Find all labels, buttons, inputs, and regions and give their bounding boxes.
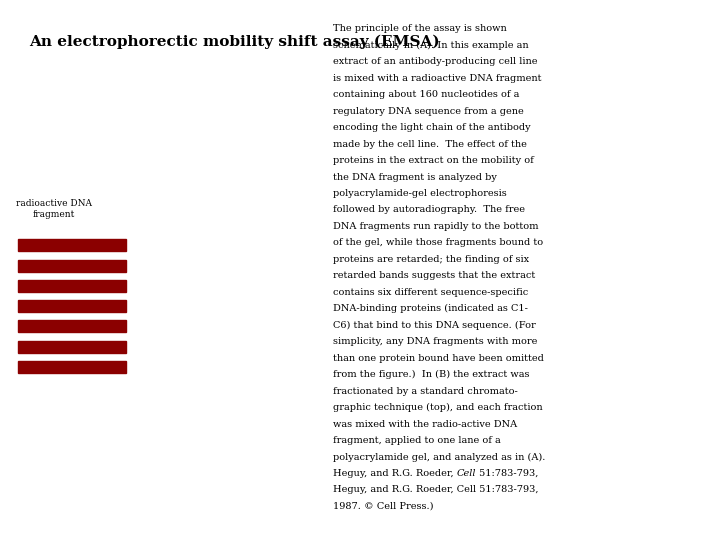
Text: retarded bands suggests that the extract: retarded bands suggests that the extract	[333, 271, 535, 280]
Text: regulatory DNA sequence from a gene: regulatory DNA sequence from a gene	[333, 106, 523, 116]
Bar	[18, 280, 126, 292]
Text: C6) that bind to this DNA sequence. (For: C6) that bind to this DNA sequence. (For	[333, 321, 536, 330]
Text: DNA-binding proteins (indicated as C1-: DNA-binding proteins (indicated as C1-	[333, 304, 528, 313]
Text: schematically in (A). In this example an: schematically in (A). In this example an	[333, 40, 528, 50]
Bar	[18, 239, 126, 251]
Text: followed by autoradiography.  The free: followed by autoradiography. The free	[333, 206, 525, 214]
Text: from the figure.)  In (B) the extract was: from the figure.) In (B) the extract was	[333, 370, 529, 379]
Bar	[18, 320, 126, 332]
Text: of the gel, while those fragments bound to: of the gel, while those fragments bound …	[333, 239, 543, 247]
Text: extract of an antibody-producing cell line: extract of an antibody-producing cell li…	[333, 57, 537, 66]
Text: fragment, applied to one lane of a: fragment, applied to one lane of a	[333, 436, 500, 445]
Text: containing about 160 nucleotides of a: containing about 160 nucleotides of a	[333, 90, 519, 99]
Text: polyacrylamide gel, and analyzed as in (A).: polyacrylamide gel, and analyzed as in (…	[333, 453, 545, 462]
Bar	[18, 341, 126, 353]
Text: Heguy, and R.G. Roeder, Cell 51:783-793,: Heguy, and R.G. Roeder, Cell 51:783-793,	[333, 485, 538, 495]
Text: made by the cell line.  The effect of the: made by the cell line. The effect of the	[333, 140, 526, 149]
Text: DNA fragments run rapidly to the bottom: DNA fragments run rapidly to the bottom	[333, 222, 538, 231]
Text: polyacrylamide-gel electrophoresis: polyacrylamide-gel electrophoresis	[333, 189, 506, 198]
Text: proteins are retarded; the finding of six: proteins are retarded; the finding of si…	[333, 255, 528, 264]
Text: graphic technique (top), and each fraction: graphic technique (top), and each fracti…	[333, 403, 542, 412]
Text: 51:783-793,: 51:783-793,	[476, 469, 539, 478]
Text: than one protein bound have been omitted: than one protein bound have been omitted	[333, 354, 544, 363]
Text: 1987. © Cell Press.): 1987. © Cell Press.)	[333, 502, 433, 511]
Text: An electrophorectic mobility shift assay (EMSA): An electrophorectic mobility shift assay…	[29, 35, 439, 50]
Text: is mixed with a radioactive DNA fragment: is mixed with a radioactive DNA fragment	[333, 74, 541, 83]
Text: proteins in the extract on the mobility of: proteins in the extract on the mobility …	[333, 156, 534, 165]
Text: simplicity, any DNA fragments with more: simplicity, any DNA fragments with more	[333, 337, 537, 346]
Text: contains six different sequence-specific: contains six different sequence-specific	[333, 288, 528, 297]
Text: radioactive DNA
fragment: radioactive DNA fragment	[16, 199, 92, 219]
Text: The principle of the assay is shown: The principle of the assay is shown	[333, 24, 506, 33]
Bar	[18, 260, 126, 272]
Bar	[18, 361, 126, 373]
Text: Heguy, and R.G. Roeder,: Heguy, and R.G. Roeder,	[333, 469, 456, 478]
Text: was mixed with the radio-active DNA: was mixed with the radio-active DNA	[333, 420, 517, 429]
Text: encoding the light chain of the antibody: encoding the light chain of the antibody	[333, 123, 530, 132]
Text: Cell: Cell	[456, 469, 476, 478]
Bar	[18, 300, 126, 312]
Text: fractionated by a standard chromato-: fractionated by a standard chromato-	[333, 387, 518, 396]
Text: the DNA fragment is analyzed by: the DNA fragment is analyzed by	[333, 173, 497, 181]
